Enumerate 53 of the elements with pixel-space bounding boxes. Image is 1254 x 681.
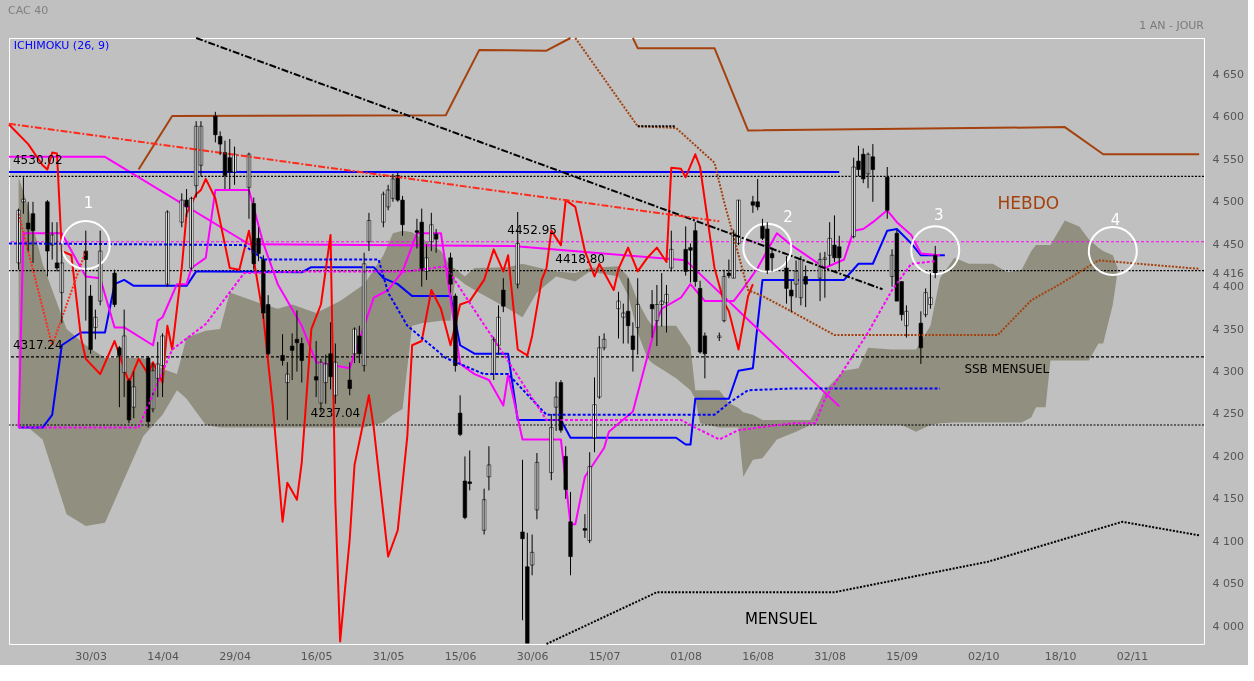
x-tick-label: 31/08: [814, 649, 847, 663]
annotation: SSB MENSUEL: [964, 362, 1050, 377]
annotation: HEBDO: [997, 193, 1060, 214]
x-tick-label: 02/11: [1116, 649, 1149, 663]
y-tick-label: 4 400: [1212, 280, 1244, 294]
y-tick-label: 4 600: [1212, 110, 1244, 124]
y-tick-label: 4 150: [1212, 492, 1244, 506]
y-tick-label: 4 350: [1212, 322, 1244, 336]
x-tick-label: 02/10: [967, 649, 1000, 663]
y-tick-label: 4 550: [1212, 152, 1244, 166]
y-tick-label: 4 100: [1212, 534, 1244, 548]
candlestick: [563, 445, 568, 500]
line-series: [545, 520, 1201, 645]
y-tick-label: 4 000: [1212, 619, 1244, 633]
x-tick-label: 15/07: [588, 649, 621, 663]
candlestick: [568, 491, 573, 576]
candlestick: [285, 361, 290, 421]
x-tick-label: 18/10: [1044, 649, 1077, 663]
chart-title: CAC 40: [8, 3, 49, 17]
candlestick: [717, 332, 722, 342]
x-tick-label: 30/06: [516, 649, 549, 663]
candlestick: [347, 361, 352, 396]
x-tick-label: 29/04: [219, 649, 251, 663]
candlestick: [16, 208, 21, 271]
candlestick: [616, 291, 621, 339]
x-tick-label: 15/09: [886, 649, 918, 663]
x-tick-label: 16/08: [742, 649, 775, 663]
y-tick-label: 4 450: [1212, 237, 1244, 251]
x-tick-label: 01/08: [670, 649, 703, 663]
annotation: ICHIMOKU (26, 9): [13, 39, 110, 53]
candlestick: [501, 277, 506, 313]
y-tick-label: 4 200: [1212, 449, 1244, 463]
candlestick: [520, 459, 525, 621]
text: 1 AN - JOUR: [1139, 18, 1205, 32]
x-tick-label: 16/05: [300, 649, 333, 663]
y-tick-label: 4 500: [1212, 195, 1244, 209]
annotation: 4: [1110, 210, 1121, 229]
x-tick-label: 31/05: [372, 649, 405, 663]
x-tick-label: 30/03: [75, 649, 107, 663]
candlestick: [131, 371, 136, 419]
y-tick-label: 4 300: [1212, 365, 1244, 379]
y-tick-label: 4 416: [1212, 266, 1244, 280]
y-tick-label: 4 650: [1212, 68, 1244, 81]
y-tick-label: 4 250: [1212, 407, 1244, 421]
y-tick-label: 4 050: [1212, 577, 1244, 591]
x-tick-label: 15/06: [444, 649, 477, 663]
annotation: 3: [933, 205, 944, 224]
annotation: 2: [783, 207, 793, 226]
candlestick: [213, 111, 218, 143]
candlestick: [525, 532, 530, 644]
annotation: 1: [83, 193, 94, 212]
annotation: MENSUEL: [744, 609, 818, 628]
x-tick-label: 14/04: [147, 649, 179, 663]
